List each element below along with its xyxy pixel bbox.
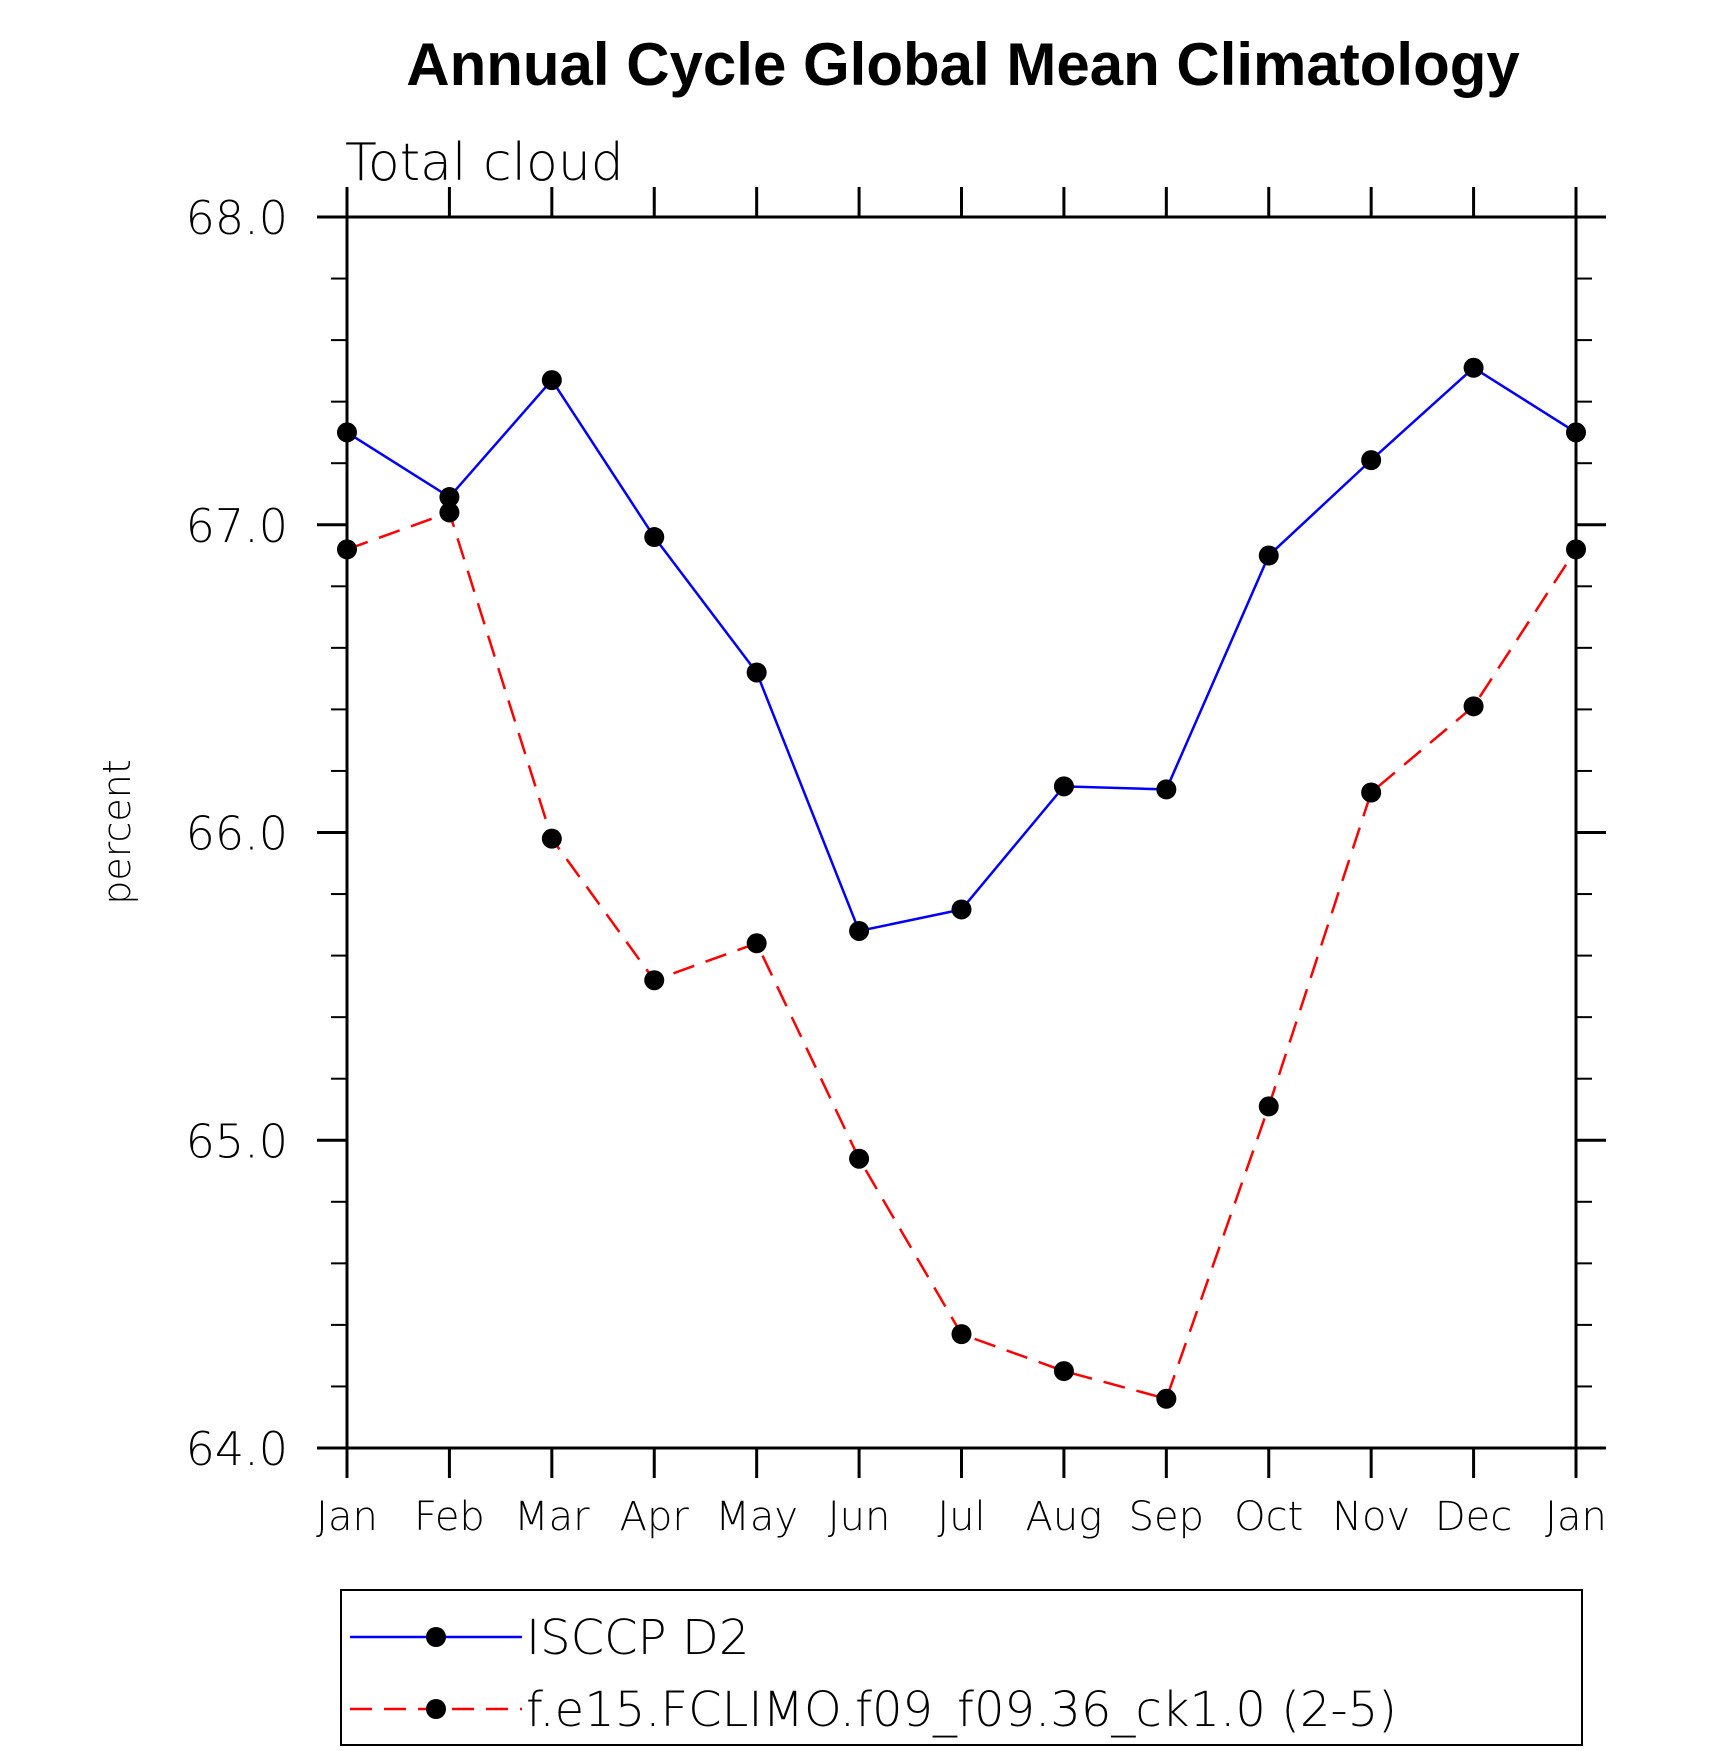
series-1-point [1361, 782, 1382, 803]
x-tick-label: Aug [1026, 1494, 1103, 1540]
x-tick-label: May [715, 1494, 798, 1540]
x-tick-label: Jul [937, 1494, 985, 1540]
axes: Jan Feb Mar Apr May Jun Jul Aug Sep Oct Nov Dec Jan 6… [186, 187, 1607, 1540]
y-tick-label: 64.0 [186, 1422, 288, 1476]
y-tick-label: 68.0 [186, 191, 288, 245]
legend-label-model: f.e15.FCLIMO.f09_f09.36_ck1.0 (2-5) [526, 1682, 1397, 1738]
y-tick-label: 65.0 [186, 1114, 288, 1168]
x-tick-label: Dec [1435, 1494, 1512, 1540]
series-1-point [644, 970, 665, 991]
series-0-point [951, 899, 972, 920]
series-0-point [746, 662, 767, 683]
y-axis-label: percent [95, 759, 139, 905]
chart-title: Annual Cycle Global Mean Climatology [406, 31, 1520, 98]
series-1-point [1053, 1361, 1074, 1382]
legend-marker-isccp [426, 1627, 446, 1647]
series-1-point [439, 502, 460, 523]
series-1-point [1463, 696, 1484, 717]
series-1-point [1566, 539, 1586, 560]
x-tick-label: Mar [514, 1494, 590, 1540]
series-0-point [1463, 357, 1484, 378]
series-line-0 [346, 366, 1577, 933]
series-1-point [746, 933, 767, 954]
y-tick-label: 67.0 [186, 499, 288, 553]
series-0-point [1053, 776, 1074, 797]
chart-subtitle: Total cloud [345, 133, 624, 193]
legend-marker-model [426, 1699, 446, 1719]
series-1-point [951, 1324, 972, 1345]
series-1-point [337, 539, 357, 560]
x-tick-label: Sep [1129, 1494, 1204, 1540]
series-0-point [1156, 779, 1177, 800]
y-tick-label: 66.0 [186, 807, 288, 861]
series-0-point [849, 920, 870, 941]
series-1-point [541, 828, 562, 849]
series-lines [346, 366, 1578, 1401]
x-tick-label: Jun [828, 1494, 891, 1540]
series-0-point [337, 422, 357, 443]
series-points [337, 357, 1586, 1409]
series-1-point [1258, 1096, 1279, 1117]
series-1-point [849, 1148, 870, 1169]
series-0-point [541, 370, 562, 391]
x-tick-label: Feb [414, 1494, 485, 1540]
series-0-point [1258, 545, 1279, 566]
x-tick-label: Apr [620, 1494, 690, 1540]
series-0-point [1361, 450, 1382, 471]
series-0-point [1566, 422, 1586, 443]
legend-label-isccp: ISCCP D2 [526, 1610, 749, 1666]
x-tick-label: Jan [1545, 1494, 1607, 1540]
series-0-point [439, 487, 460, 508]
x-tick-label: Jan [316, 1494, 378, 1540]
legend: ISCCP D2 f.e15.FCLIMO.f09_f09.36_ck1.0 (… [340, 1589, 1583, 1746]
legend-box [340, 1589, 1583, 1746]
series-1-point [1156, 1388, 1177, 1409]
x-tick-label: Nov [1332, 1494, 1410, 1540]
series-0-point [644, 527, 665, 548]
series-line-1 [346, 510, 1578, 1401]
x-tick-label: Oct [1234, 1494, 1303, 1540]
